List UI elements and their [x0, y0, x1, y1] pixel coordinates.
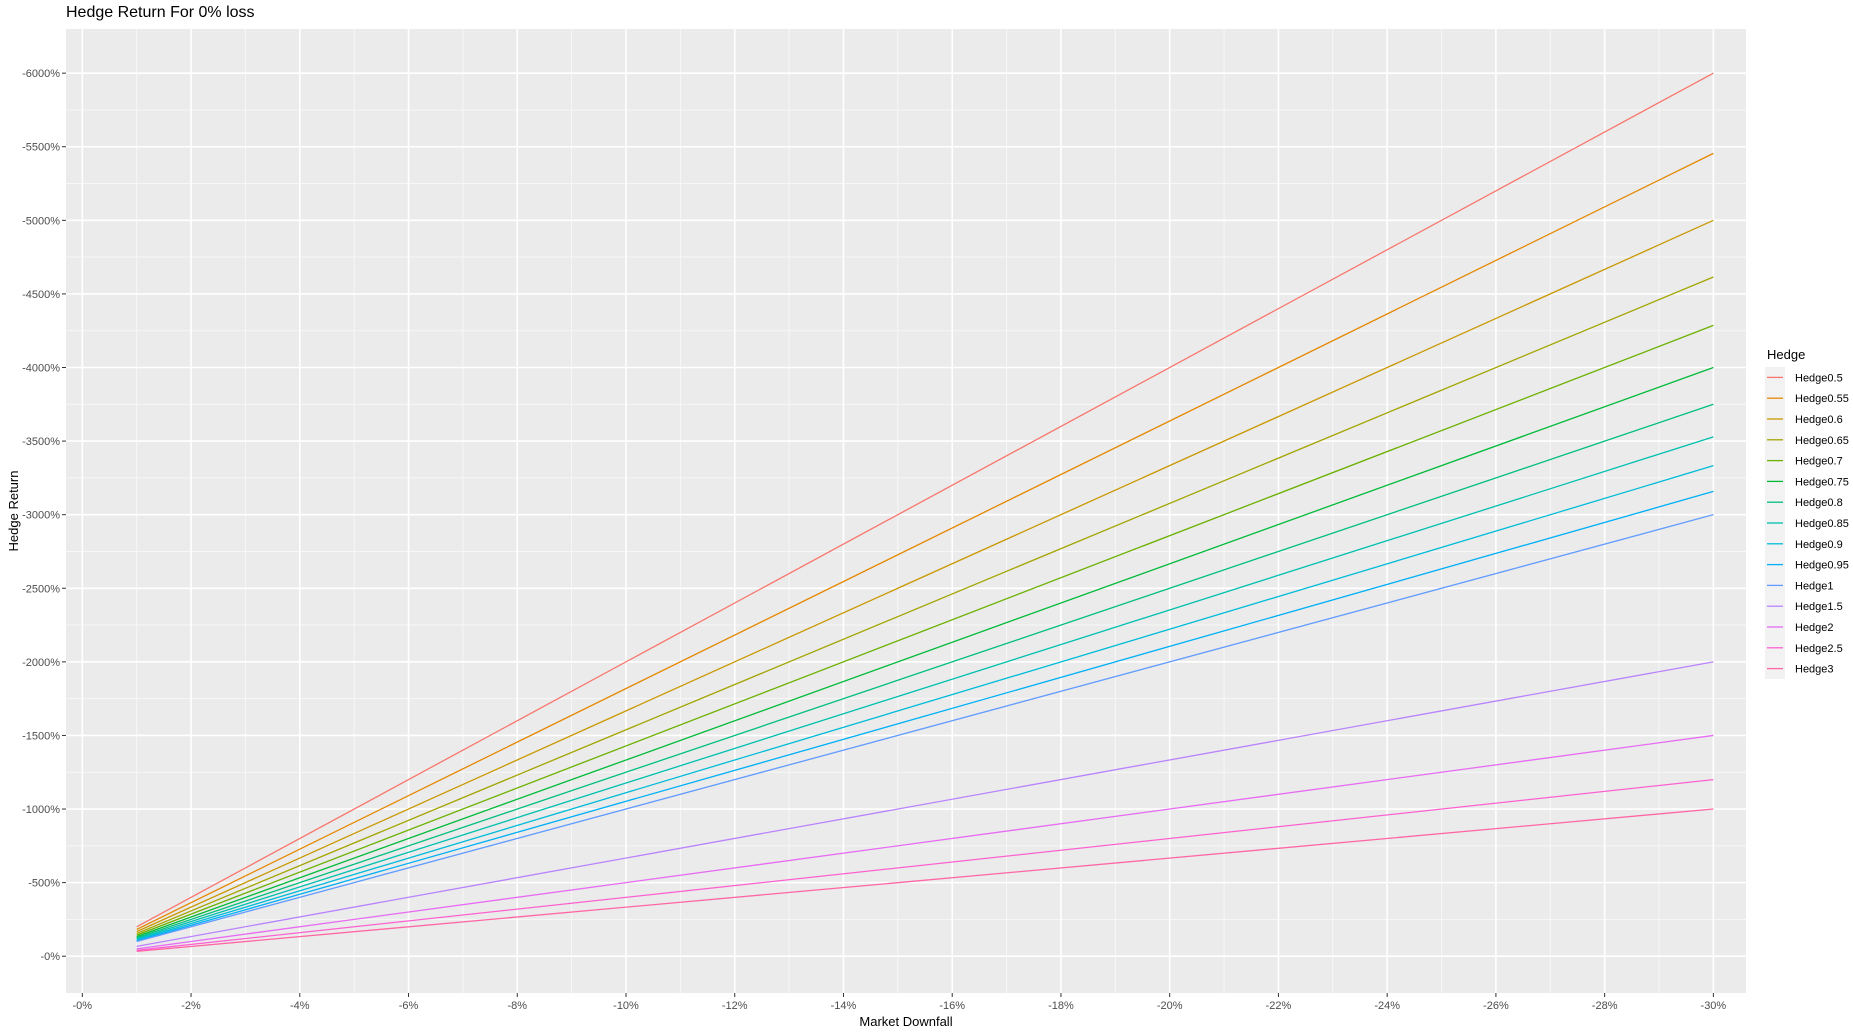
y-tick-label: -5500%: [22, 142, 60, 154]
x-tick-label: -4%: [290, 1000, 310, 1012]
y-tick-label: -2500%: [22, 583, 60, 595]
x-tick-label: -30%: [1701, 1000, 1727, 1012]
legend-label: Hedge2.5: [1795, 643, 1843, 655]
series-line-hedge0-9: [136, 465, 1714, 941]
series-line-hedge0-85: [136, 436, 1714, 940]
series-line-hedge3: [136, 808, 1714, 952]
legend-title: Hedge: [1767, 347, 1805, 362]
legend-label: Hedge0.75: [1795, 476, 1849, 488]
y-tick-label: -1000%: [22, 804, 60, 816]
y-tick-label: -6000%: [22, 68, 60, 80]
series-line-hedge0-7: [136, 324, 1714, 936]
y-tick-label: -4000%: [22, 363, 60, 375]
legend-label: Hedge0.8: [1795, 497, 1843, 509]
legend-label: Hedge1.5: [1795, 601, 1843, 613]
legend-label: Hedge0.95: [1795, 560, 1849, 572]
y-tick-label: -1500%: [22, 730, 60, 742]
legend-label: Hedge0.65: [1795, 435, 1849, 447]
major-gridlines: [66, 29, 1746, 993]
series-line-hedge1: [136, 514, 1714, 943]
x-tick-label: -18%: [1048, 1000, 1074, 1012]
minor-gridlines: [66, 29, 1746, 993]
y-tick-label: -4500%: [22, 289, 60, 301]
y-tick-label: -3000%: [22, 510, 60, 522]
x-tick-label: -20%: [1157, 1000, 1183, 1012]
x-tick-label: -28%: [1592, 1000, 1618, 1012]
x-axis: -0% -2% -4% -6% -8% -10% -12% -14% -16% -18% -20% -…: [73, 993, 1727, 1012]
y-axis: -0% -500% -1000% -1500% -2000% -2500% -3000% -3…: [22, 68, 66, 963]
x-tick-label: -16%: [939, 1000, 965, 1012]
series-line-hedge0-55: [136, 152, 1714, 931]
legend-label: Hedge0.55: [1795, 393, 1849, 405]
x-tick-label: -26%: [1483, 1000, 1509, 1012]
legend-label: Hedge3: [1795, 664, 1834, 676]
y-tick-label: -3500%: [22, 436, 60, 448]
x-tick-label: -14%: [831, 1000, 857, 1012]
legend-label: Hedge1: [1795, 580, 1834, 592]
y-tick-label: -2000%: [22, 657, 60, 669]
x-tick-label: -24%: [1374, 1000, 1400, 1012]
x-axis-title: Market Downfall: [859, 1014, 952, 1029]
series-line-hedge2: [136, 734, 1714, 950]
legend-label: Hedge2: [1795, 622, 1834, 634]
series-line-hedge2-5: [136, 778, 1714, 951]
y-tick-label: -0%: [40, 951, 60, 963]
y-tick-label: -5000%: [22, 215, 60, 227]
series-line-hedge1-5: [136, 661, 1714, 947]
x-tick-label: -8%: [507, 1000, 527, 1012]
series-line-hedge0-75: [136, 366, 1714, 938]
x-tick-label: -0%: [73, 1000, 93, 1012]
series-line-hedge0-95: [136, 490, 1714, 942]
x-tick-label: -10%: [613, 1000, 639, 1012]
legend-label: Hedge0.5: [1795, 372, 1843, 384]
y-tick-label: -500%: [28, 878, 60, 890]
x-tick-label: -6%: [399, 1000, 419, 1012]
legend-label: Hedge0.9: [1795, 539, 1843, 551]
series-line-hedge0-5: [136, 72, 1714, 928]
legend-label: Hedge0.7: [1795, 456, 1843, 468]
y-axis-title: Hedge Return: [6, 471, 21, 552]
series-line-hedge0-65: [136, 276, 1714, 935]
chart-title: Hedge Return For 0% loss: [66, 4, 255, 21]
series-line-hedge0-8: [136, 403, 1714, 939]
x-tick-label: -22%: [1266, 1000, 1292, 1012]
legend-label: Hedge0.6: [1795, 414, 1843, 426]
x-tick-label: -12%: [722, 1000, 748, 1012]
legend: Hedge Hedge0.5 Hedge0.55 Hedge0.6 Hedge0.65…: [1765, 347, 1849, 679]
x-tick-label: -2%: [181, 1000, 201, 1012]
legend-items: Hedge0.5 Hedge0.55 Hedge0.6 Hedge0.65 Hedge0…: [1765, 367, 1849, 679]
series-line-hedge0-6: [136, 219, 1714, 933]
legend-label: Hedge0.85: [1795, 518, 1849, 530]
series-lines: [136, 72, 1714, 952]
